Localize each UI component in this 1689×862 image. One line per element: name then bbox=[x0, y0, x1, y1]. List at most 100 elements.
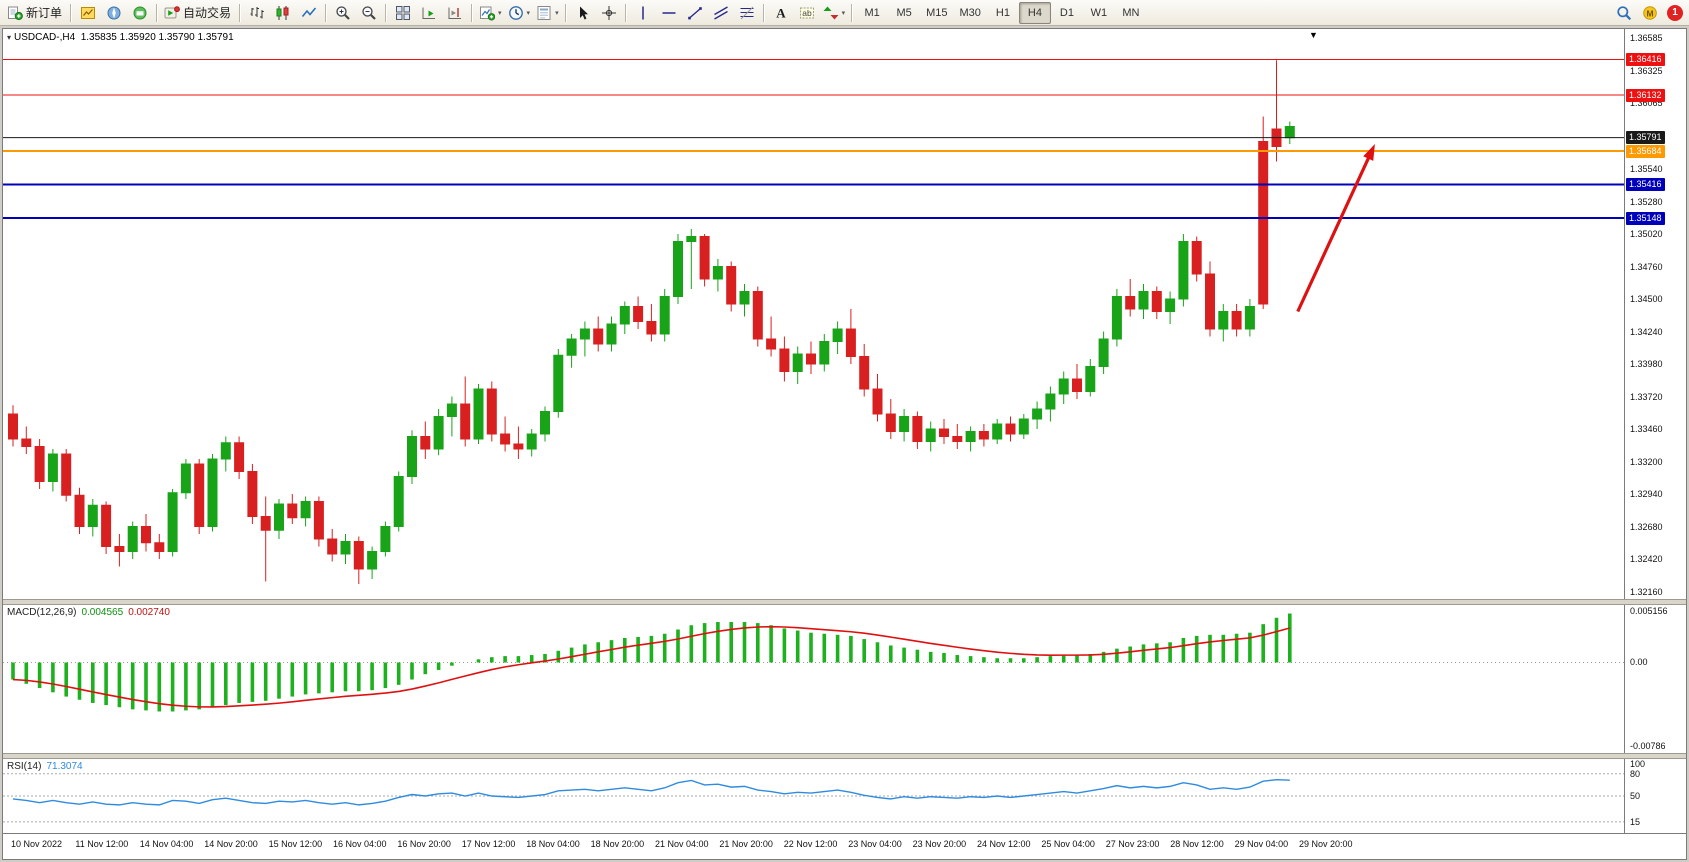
auto-trading-button[interactable]: 自动交易 bbox=[161, 2, 236, 24]
toolbar-separator bbox=[385, 3, 388, 22]
macd-label: MACD(12,26,9) 0.004565 0.002740 bbox=[7, 607, 170, 618]
line-chart-button[interactable] bbox=[296, 2, 322, 24]
rsi-pane[interactable]: RSI(14) 71.3074 100 80 50 15 bbox=[3, 759, 1686, 833]
macd-axis[interactable]: 0.005156 0.00 -0.00786 bbox=[1624, 605, 1686, 753]
toolbar-separator bbox=[239, 3, 242, 22]
terminal-button[interactable] bbox=[127, 2, 153, 24]
candle bbox=[8, 405, 18, 447]
trend-arrow-annotation[interactable] bbox=[1296, 144, 1375, 313]
timeframe-d1-button[interactable]: D1 bbox=[1059, 6, 1074, 19]
price-axis[interactable]: 1.36585 1.36325 1.36065 1.35540 1.35280 1.350… bbox=[1624, 29, 1686, 599]
chart-objects-dropdown-icon[interactable]: ▾ bbox=[7, 33, 12, 42]
candle bbox=[540, 406, 550, 442]
pane-splitter-rsi[interactable] bbox=[3, 753, 1686, 759]
pane-splitter-macd[interactable] bbox=[3, 599, 1686, 605]
timeframe-m15-button[interactable]: M15 bbox=[926, 6, 948, 19]
text-button[interactable]: A bbox=[768, 2, 794, 24]
time-axis-label: 29 Nov 04:00 bbox=[1234, 839, 1289, 849]
notification-badge[interactable]: 1 bbox=[1667, 4, 1683, 21]
arrows-button[interactable]: ▾ bbox=[820, 2, 849, 24]
macd-chart-canvas[interactable] bbox=[3, 605, 1624, 753]
cursor-button[interactable] bbox=[570, 2, 596, 24]
candles-icon bbox=[276, 5, 289, 20]
time-axis-label: 23 Nov 04:00 bbox=[848, 839, 902, 849]
usdcad-chart-window[interactable]: ▾ USDCAD-,H4 1.35835 1.35920 1.35790 1.35… bbox=[2, 28, 1687, 860]
search-button[interactable] bbox=[1611, 2, 1637, 24]
time-axis-label: 21 Nov 04:00 bbox=[655, 839, 709, 849]
hline-icon bbox=[662, 11, 676, 14]
new-order-button[interactable]: 新订单 bbox=[4, 2, 67, 24]
template-button[interactable]: ▾ bbox=[533, 2, 562, 24]
candle bbox=[806, 341, 816, 374]
price-chart-canvas[interactable] bbox=[3, 29, 1624, 599]
vertical-line-button[interactable] bbox=[630, 2, 656, 24]
new-chart-button[interactable]: ▾ bbox=[476, 2, 505, 24]
chart-period-button[interactable]: ▾ bbox=[505, 2, 534, 24]
candle bbox=[978, 424, 989, 447]
channel-button[interactable] bbox=[708, 2, 734, 24]
time-axis-label: 11 Nov 12:00 bbox=[75, 839, 129, 849]
candle bbox=[61, 449, 72, 502]
text-label-button[interactable]: ab bbox=[794, 2, 820, 24]
toolbar-separator bbox=[851, 3, 854, 22]
timeframe-mn-button[interactable]: MN bbox=[1122, 6, 1140, 19]
candle bbox=[925, 421, 936, 452]
zoom-out-button[interactable] bbox=[356, 2, 382, 24]
tile-windows-button[interactable] bbox=[390, 2, 416, 24]
macd-pane[interactable]: MACD(12,26,9) 0.004565 0.002740 0.005156 0.… bbox=[3, 605, 1686, 753]
time-axis-label: 28 Nov 12:00 bbox=[1170, 839, 1224, 849]
candle bbox=[899, 409, 910, 442]
market-watch-button[interactable] bbox=[75, 2, 101, 24]
auto-scroll-icon bbox=[422, 7, 436, 19]
price-badge-1.35684: 1.35684 bbox=[1626, 144, 1665, 158]
candle bbox=[313, 496, 324, 547]
timeframe-h1-button[interactable]: H1 bbox=[995, 6, 1010, 19]
clock-icon bbox=[508, 5, 523, 20]
zoom-in-button[interactable] bbox=[330, 2, 356, 24]
chart-shift-button[interactable] bbox=[442, 2, 468, 24]
rsi-axis[interactable]: 100 80 50 15 bbox=[1624, 759, 1686, 833]
candle bbox=[553, 349, 564, 418]
candle bbox=[739, 284, 750, 317]
community-button[interactable]: M bbox=[1637, 2, 1663, 24]
timeframe-m1-button[interactable]: M1 bbox=[864, 6, 880, 19]
auto-scroll-button[interactable] bbox=[416, 2, 442, 24]
candle bbox=[167, 489, 178, 557]
price-pane[interactable]: ▾ USDCAD-,H4 1.35835 1.35920 1.35790 1.35… bbox=[3, 29, 1686, 599]
timeframe-m5-button[interactable]: M5 bbox=[896, 6, 912, 19]
navigator-button[interactable] bbox=[101, 2, 127, 24]
timeframe-w1-button[interactable]: W1 bbox=[1090, 6, 1108, 19]
candle bbox=[287, 494, 298, 524]
toolbar-separator bbox=[70, 3, 73, 22]
svg-text:A: A bbox=[776, 5, 786, 20]
candle bbox=[952, 424, 963, 449]
timeframe-h4-button[interactable]: H4 bbox=[1018, 1, 1051, 24]
macd-main-value: 0.004565 bbox=[81, 607, 124, 618]
candle bbox=[1005, 416, 1016, 442]
fibonacci-button[interactable] bbox=[734, 2, 760, 24]
time-axis[interactable]: 10 Nov 2022 11 Nov 12:00 14 Nov 04:00 14 No… bbox=[3, 833, 1686, 859]
candle bbox=[180, 459, 191, 499]
price-badge-1.36132: 1.36132 bbox=[1626, 88, 1665, 102]
candlestick-chart-button[interactable] bbox=[270, 2, 296, 24]
bar-chart-button[interactable] bbox=[244, 2, 270, 24]
timeframe-m30-button[interactable]: M30 bbox=[959, 6, 981, 19]
horizontal-line-button[interactable] bbox=[656, 2, 682, 24]
price-tick-label: 1.36325 bbox=[1630, 65, 1663, 76]
candle bbox=[633, 296, 644, 329]
chart-shift-end-marker[interactable]: ▼ bbox=[1309, 30, 1318, 40]
rsi-chart-canvas[interactable] bbox=[3, 759, 1624, 833]
trendline-button[interactable] bbox=[682, 2, 708, 24]
rsi-name: RSI(14) bbox=[7, 761, 42, 772]
time-axis-label: 29 Nov 20:00 bbox=[1299, 839, 1353, 849]
candle bbox=[606, 316, 617, 352]
crosshair-button[interactable] bbox=[596, 2, 622, 24]
candle bbox=[593, 316, 604, 352]
auto-play-icon bbox=[164, 5, 180, 18]
candle bbox=[885, 399, 896, 439]
vline-icon bbox=[641, 6, 644, 19]
candle bbox=[1098, 331, 1109, 374]
candle bbox=[486, 381, 497, 442]
price-tick-label: 1.34760 bbox=[1630, 261, 1663, 272]
